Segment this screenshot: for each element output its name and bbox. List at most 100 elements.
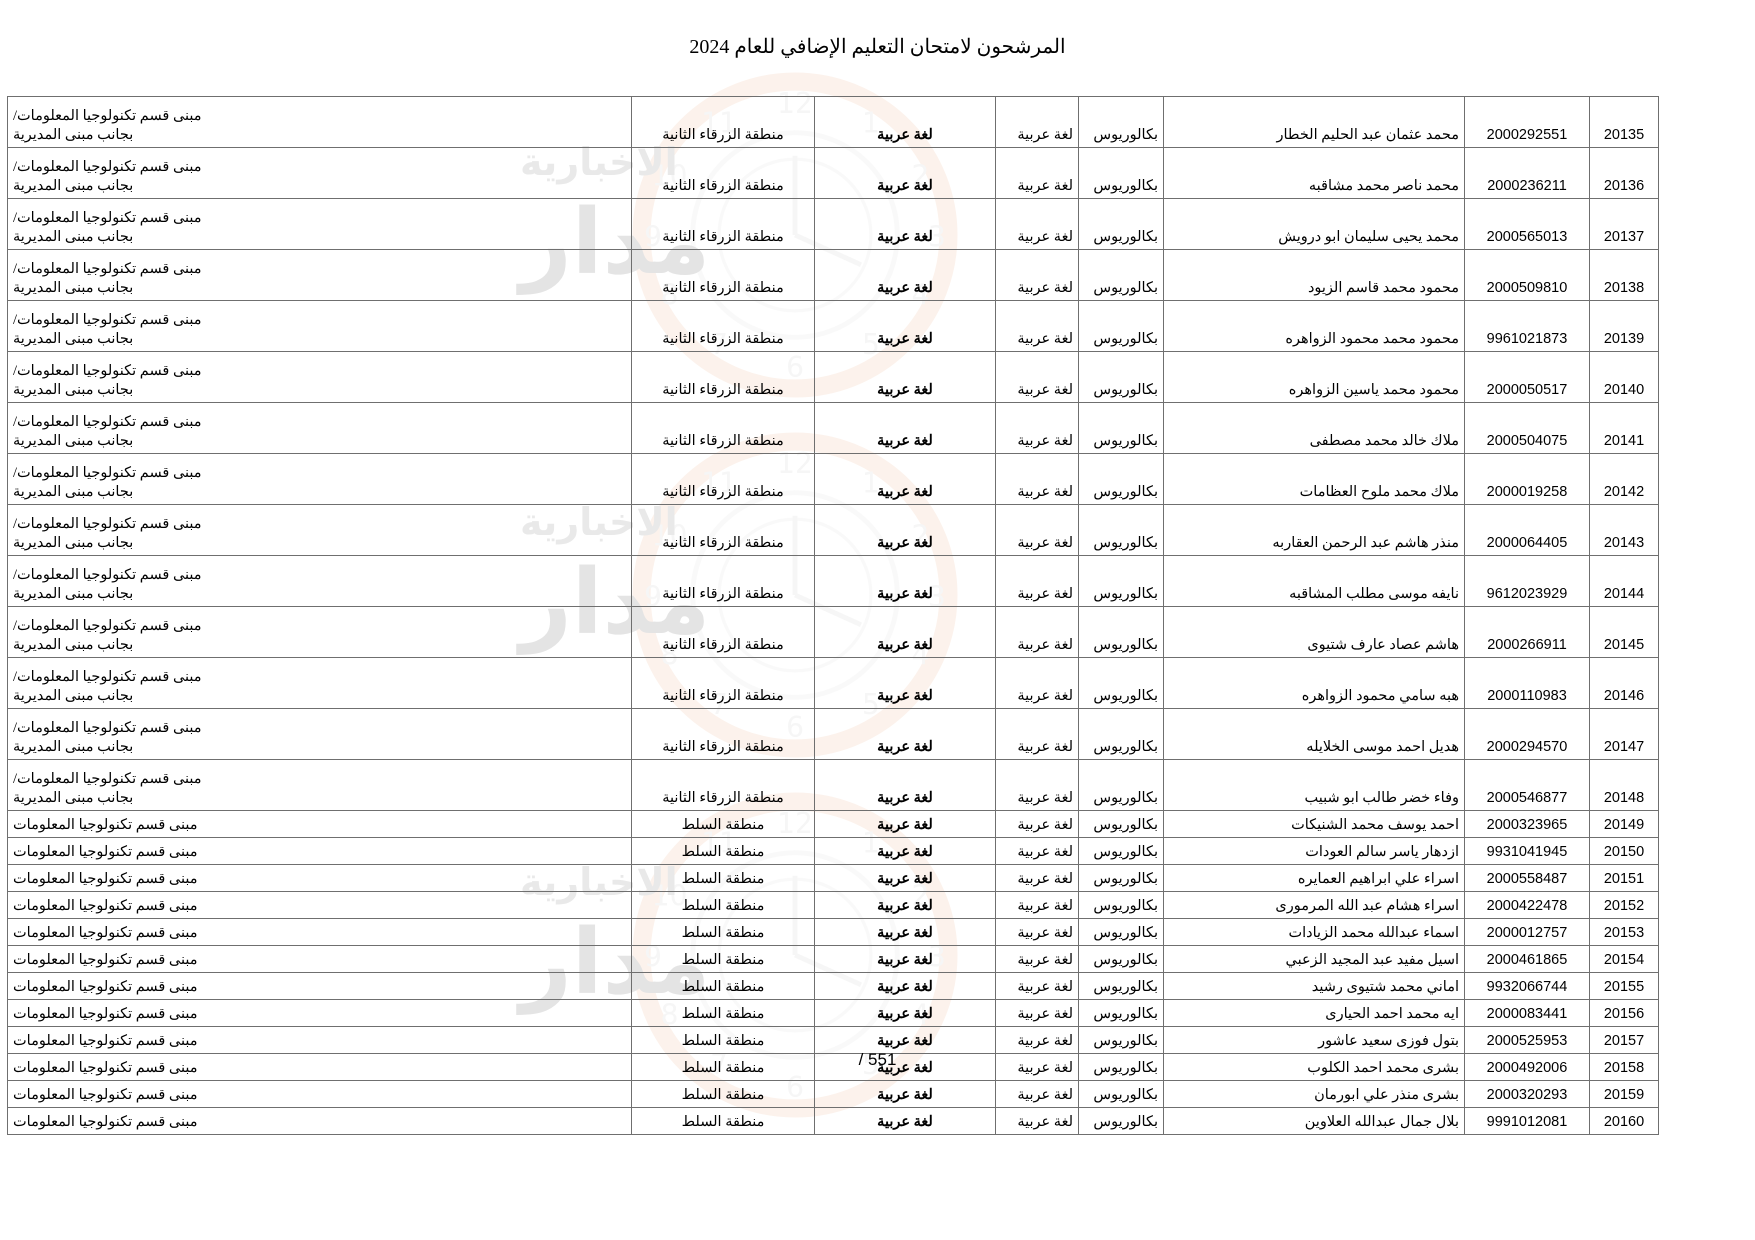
cell-degree: بكالوريوس xyxy=(1078,918,1164,946)
cell-candidate-name: اسيل مفيد عبد المجيد الزعبي xyxy=(1163,945,1465,973)
cell-degree: بكالوريوس xyxy=(1078,555,1164,607)
table-row: 20154 2000461865 اسيل مفيد عبد المجيد الزع… xyxy=(7,945,1659,973)
cell-exam-subject: لغة عربية xyxy=(995,402,1079,454)
venue-line-1: مبنى قسم تكنولوجيا المعلومات/ xyxy=(13,107,202,124)
cell-venue: مبنى قسم تكنولوجيا المعلومات xyxy=(7,1107,632,1135)
cell-exam-subject: لغة عربية xyxy=(995,864,1079,892)
cell-subject: لغة عربية xyxy=(814,999,996,1027)
cell-degree: بكالوريوس xyxy=(1078,1080,1164,1108)
cell-candidate-name: ملاك خالد محمد مصطفى xyxy=(1163,402,1465,454)
venue-line-1: مبنى قسم تكنولوجيا المعلومات/ xyxy=(13,770,202,787)
cell-subject: لغة عربية xyxy=(814,555,996,607)
cell-candidate-name: احمد يوسف محمد الشنيكات xyxy=(1163,810,1465,838)
cell-candidate-name: هديل احمد موسى الخلايله xyxy=(1163,708,1465,760)
cell-degree: بكالوريوس xyxy=(1078,453,1164,505)
cell-venue: مبنى قسم تكنولوجيا المعلومات xyxy=(7,1026,632,1054)
cell-sequence-number: 20153 xyxy=(1589,918,1659,946)
page-footer: / 551 xyxy=(858,1050,897,1069)
cell-region: منطقة الزرقاء الثانية xyxy=(631,504,815,556)
cell-exam-subject: لغة عربية xyxy=(995,657,1079,709)
cell-exam-subject: لغة عربية xyxy=(995,972,1079,1000)
cell-sequence-number: 20148 xyxy=(1589,759,1659,811)
cell-candidate-name: وفاء خضر طالب ابو شبيب xyxy=(1163,759,1465,811)
cell-subject: لغة عربية xyxy=(814,945,996,973)
cell-subject: لغة عربية xyxy=(814,891,996,919)
cell-national-id: 9932066744 xyxy=(1464,972,1590,1000)
cell-region: منطقة السلط xyxy=(631,972,815,1000)
table-row: 20141 2000504075 ملاك خالد محمد مصطفى بكالو… xyxy=(7,402,1659,454)
cell-exam-subject: لغة عربية xyxy=(995,837,1079,865)
cell-candidate-name: محمود محمد ياسين الزواهره xyxy=(1163,351,1465,403)
venue-line-2: بجانب مبنى المديرية xyxy=(13,279,134,296)
venue-line-2: بجانب مبنى المديرية xyxy=(13,738,134,755)
cell-region: منطقة الزرقاء الثانية xyxy=(631,453,815,505)
venue-line-1: مبنى قسم تكنولوجيا المعلومات/ xyxy=(13,158,202,175)
table-row: 20138 2000509810 محمود محمد قاسم الزيود بكا… xyxy=(7,249,1659,301)
cell-exam-subject: لغة عربية xyxy=(995,555,1079,607)
cell-degree: بكالوريوس xyxy=(1078,504,1164,556)
cell-candidate-name: محمد ناصر محمد مشاقبه xyxy=(1163,147,1465,199)
cell-degree: بكالوريوس xyxy=(1078,300,1164,352)
cell-venue: مبنى قسم تكنولوجيا المعلومات/بجانب مبنى … xyxy=(7,606,632,658)
cell-region: منطقة الزرقاء الثانية xyxy=(631,657,815,709)
cell-exam-subject: لغة عربية xyxy=(995,1080,1079,1108)
cell-region: منطقة السلط xyxy=(631,945,815,973)
cell-national-id: 9991012081 xyxy=(1464,1107,1590,1135)
cell-region: منطقة الزرقاء الثانية xyxy=(631,402,815,454)
cell-venue: مبنى قسم تكنولوجيا المعلومات xyxy=(7,810,632,838)
cell-sequence-number: 20136 xyxy=(1589,147,1659,199)
cell-sequence-number: 20150 xyxy=(1589,837,1659,865)
cell-region: منطقة الزرقاء الثانية xyxy=(631,555,815,607)
table-row: 20160 9991012081 بلال جمال عبدالله العلاوي… xyxy=(7,1107,1659,1135)
table-row: 20140 2000050517 محمود محمد ياسين الزواهره… xyxy=(7,351,1659,403)
cell-exam-subject: لغة عربية xyxy=(995,96,1079,148)
table-row: 20142 2000019258 ملاك محمد ملوح العظامات بك… xyxy=(7,453,1659,505)
cell-sequence-number: 20152 xyxy=(1589,891,1659,919)
cell-candidate-name: هاشم عصاد عارف شتيوى xyxy=(1163,606,1465,658)
cell-subject: لغة عربية xyxy=(814,1107,996,1135)
cell-region: منطقة السلط xyxy=(631,891,815,919)
cell-candidate-name: منذر هاشم عبد الرحمن العقاربه xyxy=(1163,504,1465,556)
cell-national-id: 2000492006 xyxy=(1464,1053,1590,1081)
table-row: 20145 2000266911 هاشم عصاد عارف شتيوى بكالو… xyxy=(7,606,1659,658)
venue-line-1: مبنى قسم تكنولوجيا المعلومات xyxy=(13,843,198,860)
cell-exam-subject: لغة عربية xyxy=(995,759,1079,811)
cell-sequence-number: 20146 xyxy=(1589,657,1659,709)
cell-national-id: 2000504075 xyxy=(1464,402,1590,454)
cell-degree: بكالوريوس xyxy=(1078,96,1164,148)
table-row: 20150 9931041945 ازدهار ياسر سالم العودات ب… xyxy=(7,837,1659,865)
cell-subject: لغة عربية xyxy=(814,300,996,352)
cell-national-id: 2000110983 xyxy=(1464,657,1590,709)
cell-national-id: 2000546877 xyxy=(1464,759,1590,811)
venue-line-1: مبنى قسم تكنولوجيا المعلومات xyxy=(13,1086,198,1103)
cell-national-id: 2000292551 xyxy=(1464,96,1590,148)
cell-national-id: 9612023929 xyxy=(1464,555,1590,607)
venue-line-1: مبنى قسم تكنولوجيا المعلومات xyxy=(13,978,198,995)
cell-degree: بكالوريوس xyxy=(1078,657,1164,709)
cell-region: منطقة السلط xyxy=(631,999,815,1027)
cell-exam-subject: لغة عربية xyxy=(995,606,1079,658)
cell-exam-subject: لغة عربية xyxy=(995,708,1079,760)
cell-subject: لغة عربية xyxy=(814,504,996,556)
venue-line-1: مبنى قسم تكنولوجيا المعلومات/ xyxy=(13,719,202,736)
cell-subject: لغة عربية xyxy=(814,918,996,946)
cell-candidate-name: محمود محمد محمود الزواهره xyxy=(1163,300,1465,352)
table-row: 20148 2000546877 وفاء خضر طالب ابو شبيب بكا… xyxy=(7,759,1659,811)
cell-candidate-name: اسراء هشام عبد الله المرمورى xyxy=(1163,891,1465,919)
cell-region: منطقة الزرقاء الثانية xyxy=(631,198,815,250)
venue-line-1: مبنى قسم تكنولوجيا المعلومات/ xyxy=(13,515,202,532)
cell-subject: لغة عربية xyxy=(814,453,996,505)
cell-region: منطقة الزرقاء الثانية xyxy=(631,147,815,199)
cell-candidate-name: ايه محمد احمد الحيارى xyxy=(1163,999,1465,1027)
venue-line-1: مبنى قسم تكنولوجيا المعلومات/ xyxy=(13,311,202,328)
cell-national-id: 2000525953 xyxy=(1464,1026,1590,1054)
candidates-table-body: 20135 2000292551 محمد عثمان عبد الحليم الخ… xyxy=(7,96,1659,1135)
table-row: 20147 2000294570 هديل احمد موسى الخلايله بك… xyxy=(7,708,1659,760)
cell-region: منطقة الزرقاء الثانية xyxy=(631,249,815,301)
cell-subject: لغة عربية xyxy=(814,96,996,148)
cell-national-id: 2000019258 xyxy=(1464,453,1590,505)
cell-venue: مبنى قسم تكنولوجيا المعلومات/بجانب مبنى … xyxy=(7,198,632,250)
cell-sequence-number: 20139 xyxy=(1589,300,1659,352)
table-row: 20155 9932066744 اماني محمد شتيوى رشيد بكال… xyxy=(7,972,1659,1000)
cell-region: منطقة السلط xyxy=(631,1026,815,1054)
